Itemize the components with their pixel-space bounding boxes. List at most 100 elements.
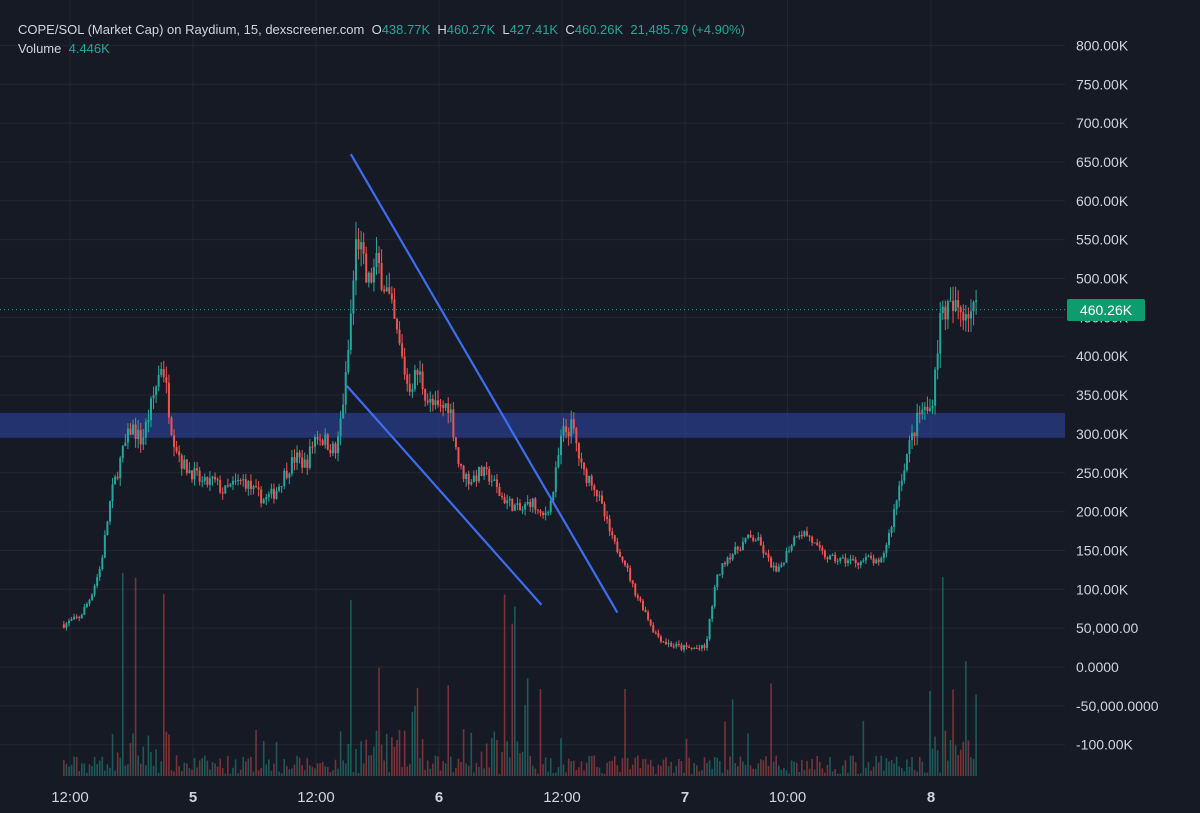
trendlines <box>345 153 619 614</box>
volume-bar <box>211 761 214 776</box>
candle-body <box>749 534 752 538</box>
time-axis[interactable]: 12:00 5 12:00 6 12:00 7 10:00 8 <box>51 789 935 806</box>
candle-body <box>408 383 411 392</box>
candle-body <box>288 473 291 478</box>
volume-bar <box>521 751 524 776</box>
candle-body <box>626 565 629 569</box>
candle-body <box>554 467 557 493</box>
candle-body <box>729 557 732 560</box>
volume-bar <box>385 733 388 776</box>
candle-body <box>121 446 124 459</box>
volume-bar <box>562 764 565 776</box>
candle-body <box>813 542 816 544</box>
volume-bar <box>96 764 98 776</box>
volume-bar <box>921 761 924 776</box>
volume-bar <box>667 766 670 776</box>
candle-body <box>88 599 91 604</box>
candle-body <box>606 516 609 519</box>
candle-body <box>434 400 437 405</box>
volume-bar <box>375 730 378 776</box>
time-tick-label: 12:00 <box>297 789 335 806</box>
volume-bar <box>321 762 324 776</box>
volume-bar <box>588 755 590 776</box>
volume-bar <box>865 767 867 776</box>
candle-body <box>516 503 519 505</box>
candle-body <box>785 551 788 563</box>
candle-body <box>793 536 796 546</box>
volume-bar <box>642 758 644 776</box>
candle-body <box>244 479 247 489</box>
volume-bar <box>516 741 519 776</box>
candle-body <box>319 439 322 441</box>
price-axis[interactable]: 800.00K 750.00K 700.00K 650.00K 600.00K 550.0… <box>1076 37 1159 752</box>
candle-body <box>170 417 173 436</box>
volume-bar <box>352 771 355 776</box>
volume-bar <box>332 770 334 776</box>
candle-body <box>375 252 378 267</box>
candle-body <box>816 542 819 546</box>
volume-bar <box>344 763 347 776</box>
volume-bar <box>470 732 473 776</box>
candle-body <box>457 447 460 465</box>
candle-body <box>352 280 355 314</box>
volume-bar <box>519 753 521 776</box>
candle-body <box>608 518 611 532</box>
candle-body <box>165 377 168 383</box>
trendline[interactable] <box>349 153 619 614</box>
candle-body <box>208 478 211 485</box>
volume-bar <box>859 773 862 776</box>
volume-bar <box>455 768 457 776</box>
volume-bar <box>186 763 188 776</box>
volume-bar <box>370 754 373 776</box>
candle-body <box>372 266 375 283</box>
candle-body <box>726 557 729 565</box>
candle-body <box>370 272 373 283</box>
volume-bar <box>780 769 783 776</box>
candle-body <box>380 263 383 290</box>
volume-bar <box>583 770 585 776</box>
volume-bar <box>552 773 555 776</box>
volume-bar <box>949 740 952 776</box>
candle-body <box>73 616 76 620</box>
legend-close-label: C <box>565 22 575 37</box>
grid <box>0 0 1065 776</box>
candle-body <box>811 536 814 543</box>
candle-body <box>747 534 750 538</box>
candle-body <box>401 343 404 357</box>
volume-bar <box>193 757 196 776</box>
volume-bar <box>813 769 816 776</box>
candle-body <box>285 470 288 478</box>
price-tick-label: 800.00K <box>1076 37 1129 53</box>
candle-body <box>334 443 337 454</box>
volume-bar <box>498 773 501 776</box>
price-tick-label: 250.00K <box>1076 465 1129 481</box>
candle-body <box>144 421 147 438</box>
volume-bar <box>526 678 529 776</box>
volume-bar <box>124 765 127 776</box>
volume-bar <box>619 772 621 776</box>
volume-bar <box>593 755 596 776</box>
volume-bar <box>754 768 757 776</box>
volume-bar <box>367 755 370 776</box>
volume-bar <box>872 766 875 776</box>
volume-bar <box>967 740 970 776</box>
trendline[interactable] <box>345 384 543 606</box>
candle-body <box>306 459 309 468</box>
volume-bar <box>634 757 637 776</box>
volume-bar <box>549 758 552 776</box>
candle-body <box>575 428 578 444</box>
candle-body <box>167 382 170 418</box>
volume-bar <box>816 755 819 776</box>
candle-body <box>296 452 299 463</box>
candle-body <box>887 533 890 546</box>
candle-body <box>91 594 94 600</box>
volume-bar <box>496 740 498 776</box>
volume-bar <box>462 729 465 776</box>
volume-bar <box>952 689 954 776</box>
candle-body <box>767 553 770 558</box>
volume-bar <box>334 759 337 776</box>
candle-body <box>685 645 688 648</box>
candle-body <box>231 480 234 485</box>
volume-bar <box>444 763 447 776</box>
